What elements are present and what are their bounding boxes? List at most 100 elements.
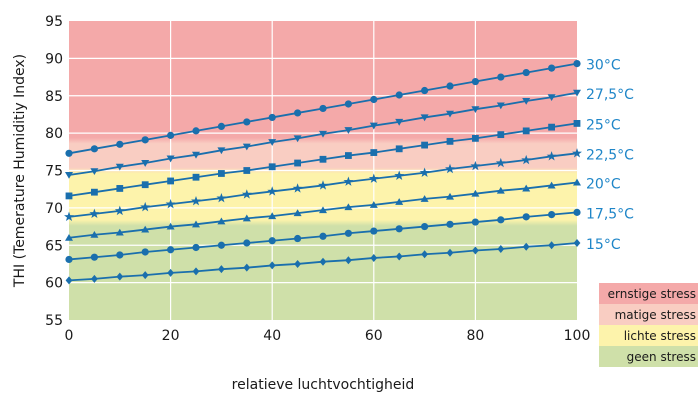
data-point xyxy=(192,220,200,228)
data-point xyxy=(268,237,276,245)
data-point xyxy=(217,122,225,130)
data-point xyxy=(497,216,505,224)
legend-label: ernstige stress xyxy=(608,287,696,301)
series-group xyxy=(64,148,582,222)
data-point xyxy=(319,232,327,240)
data-point xyxy=(91,188,98,196)
x-axis-title: relatieve luchtvochtigheid xyxy=(232,377,415,393)
data-point xyxy=(472,246,479,255)
data-point xyxy=(115,228,124,236)
series-label: 20°C xyxy=(586,176,621,192)
series-label: 25°C xyxy=(586,117,621,133)
data-point xyxy=(395,91,403,99)
data-point xyxy=(445,163,455,174)
data-point xyxy=(395,118,404,126)
data-point xyxy=(268,139,277,146)
grid-lines xyxy=(69,21,577,320)
legend-swatch xyxy=(599,283,698,304)
data-point xyxy=(90,168,99,176)
data-point xyxy=(242,143,251,151)
data-point xyxy=(192,127,200,135)
data-point xyxy=(420,195,429,202)
y-tick-label: 90 xyxy=(45,51,63,67)
data-point xyxy=(116,185,124,192)
data-point xyxy=(218,170,225,177)
data-point xyxy=(573,178,581,186)
x-tick-label: 0 xyxy=(65,328,74,344)
data-point xyxy=(497,73,505,81)
data-point xyxy=(395,198,404,205)
data-point xyxy=(470,160,481,171)
data-point xyxy=(167,246,175,254)
y-tick-label: 80 xyxy=(45,126,63,142)
y-tick-label: 65 xyxy=(45,238,63,254)
data-point xyxy=(167,177,174,185)
data-point xyxy=(370,227,378,235)
data-point xyxy=(548,123,555,131)
series-group xyxy=(65,208,581,264)
legend-swatch xyxy=(599,304,698,325)
data-point xyxy=(115,163,124,171)
data-point xyxy=(522,97,531,105)
data-point xyxy=(522,242,530,251)
data-point xyxy=(446,220,454,228)
data-point xyxy=(318,180,328,190)
data-point xyxy=(166,222,175,230)
data-point xyxy=(268,163,276,171)
data-point xyxy=(141,248,149,256)
data-point xyxy=(344,229,352,237)
data-point xyxy=(573,60,581,68)
data-point xyxy=(345,256,352,265)
data-point xyxy=(370,95,378,104)
data-point xyxy=(65,192,73,200)
data-point xyxy=(368,173,379,183)
data-point xyxy=(217,241,225,249)
data-point xyxy=(497,244,505,253)
data-point xyxy=(395,145,403,153)
series-label: 30°C xyxy=(586,58,621,74)
data-point xyxy=(167,131,175,139)
data-point xyxy=(116,272,124,281)
data-point xyxy=(546,151,557,161)
series-group xyxy=(65,178,581,241)
data-point xyxy=(294,159,301,167)
data-point xyxy=(243,263,251,272)
series-label: 22,5°C xyxy=(586,147,634,163)
data-point xyxy=(471,77,479,86)
data-point xyxy=(548,211,556,219)
data-point xyxy=(294,109,302,117)
y-tick-label: 55 xyxy=(45,313,63,329)
series-group xyxy=(65,239,581,285)
data-point xyxy=(573,239,581,248)
data-point xyxy=(471,218,479,226)
data-point xyxy=(420,114,429,122)
data-point xyxy=(141,136,149,144)
data-point xyxy=(345,152,352,159)
data-point xyxy=(65,233,73,241)
data-point xyxy=(243,118,251,126)
tick-labels: 55 60 65 70 75 80 85 90 95 0 20 40 60 80 100 xyxy=(45,14,590,344)
data-point xyxy=(192,151,200,159)
data-point xyxy=(141,225,150,233)
data-point xyxy=(293,135,302,143)
stress-legend: ernstige stress matige stress lichte stres… xyxy=(599,283,698,367)
data-point xyxy=(446,82,454,90)
data-point xyxy=(294,234,302,243)
series-group xyxy=(65,60,581,157)
data-point xyxy=(395,252,403,261)
data-point xyxy=(91,274,98,283)
y-tick-label: 60 xyxy=(45,276,63,292)
data-point xyxy=(140,201,151,212)
data-point xyxy=(141,271,149,280)
data-point xyxy=(369,122,378,130)
data-point xyxy=(573,120,581,127)
data-point xyxy=(243,167,251,174)
data-point xyxy=(90,230,99,238)
data-point xyxy=(522,127,530,135)
data-point xyxy=(522,213,530,221)
data-point xyxy=(116,140,124,148)
x-tick-label: 100 xyxy=(564,328,591,344)
data-point xyxy=(446,192,454,200)
data-point xyxy=(548,241,555,250)
data-point xyxy=(141,160,150,167)
